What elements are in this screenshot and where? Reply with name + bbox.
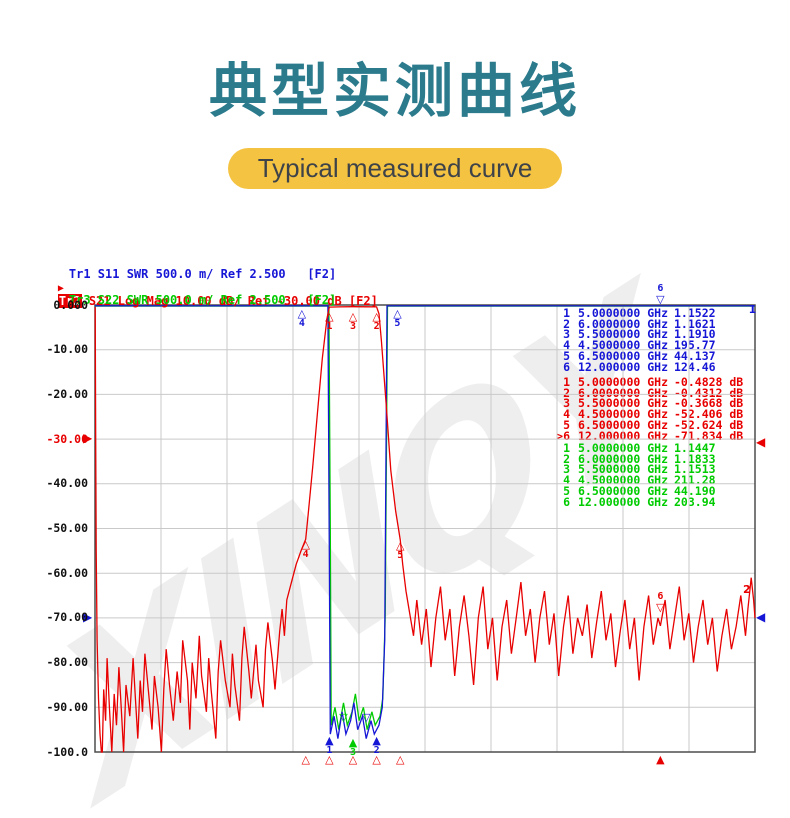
trace1-legend[interactable]: Tr1 S11 SWR 500.0 m/ Ref 2.500 [F2] — [40, 256, 336, 292]
stimulus-marker-icon: △ — [396, 753, 405, 766]
y-axis-label: -10.00 — [46, 342, 88, 357]
marker-number: 1 — [326, 745, 333, 756]
marker-triangle-icon: ▲ — [372, 734, 381, 748]
marker-triangle-icon: ▽ — [339, 710, 348, 724]
reference-level-arrow-icon: ▶ — [83, 609, 93, 624]
subtitle-badge: Typical measured curve — [227, 148, 563, 189]
stimulus-marker-icon: △ — [372, 753, 381, 766]
marker-triangle-icon: △ — [393, 306, 402, 320]
trace-tr1 — [95, 305, 755, 739]
trace-edge-number: 2 — [742, 582, 751, 596]
reference-level-arrow-icon: ◀ — [756, 609, 766, 624]
marker-number: 2 — [373, 745, 380, 757]
marker-triangle-icon: ▲ — [348, 735, 358, 749]
trace-edge-number: 1 — [748, 302, 757, 316]
y-axis-label: -30.00 — [46, 431, 88, 446]
trace-tr2 — [94, 306, 756, 753]
marker-triangle-icon: △ — [348, 309, 358, 323]
marker-triangle-icon: △ — [297, 306, 307, 320]
marker-number: 2 — [373, 320, 380, 332]
active-trace-arrow-icon: ▶ — [57, 283, 64, 294]
marker-triangle-icon: ▽ — [362, 710, 371, 724]
marker-triangle-icon: ▽ — [656, 293, 665, 306]
y-axis-label: -80.00 — [46, 655, 88, 670]
trace2-legend-text: S21 Log Mag 10.00 dB/ Ref -30.00 dB [F2] — [81, 294, 378, 308]
y-axis-label: -50.00 — [46, 521, 88, 535]
y-axis-label: -60.00 — [46, 565, 88, 580]
y-axis-label: -70.00 — [46, 610, 88, 625]
marker-triangle-icon: △ — [301, 538, 310, 552]
marker-triangle-icon: ▲ — [325, 734, 334, 747]
marker-number: 3 — [349, 320, 356, 332]
stimulus-marker-icon: △ — [301, 753, 310, 766]
y-axis-label: -90.00 — [46, 699, 88, 714]
marker-number: 6 — [657, 591, 664, 603]
stimulus-marker-icon: △ — [348, 753, 358, 766]
marker-number: 5 — [397, 550, 404, 562]
marker-number: 4 — [298, 317, 305, 329]
reference-level-arrow-icon: ▶ — [83, 431, 93, 446]
marker-number: 4 — [302, 549, 309, 561]
y-axis-label: -100.0 — [46, 744, 88, 759]
subtitle-wrap: Typical measured curve — [0, 148, 790, 189]
stimulus-marker-icon: ▲ — [656, 753, 665, 766]
y-axis-label: -40.00 — [46, 476, 88, 491]
marker-number: 1 — [326, 320, 333, 332]
marker-triangle-icon: △ — [325, 309, 334, 323]
plot-frame — [94, 304, 756, 753]
trace2-legend[interactable]: ▶ Tr2 S21 Log Mag 10.00 dB/ Ref -30.00 d… — [29, 269, 378, 319]
stimulus-marker-icon: △ — [325, 753, 334, 766]
marker-triangle-icon: △ — [372, 309, 381, 323]
marker-triangle-icon: ▽ — [656, 601, 665, 615]
trace1-legend-text: Tr1 S11 SWR 500.0 m/ Ref 2.500 [F2] — [68, 267, 337, 281]
y-axis-label: 0.000 — [53, 297, 88, 312]
y-axis-label: -20.00 — [46, 386, 88, 401]
trace3-legend[interactable]: Tr3 S22 SWR 500.0 m/ Ref 2.500 [F2] — [40, 282, 336, 318]
marker-triangle-icon: △ — [396, 539, 405, 553]
trace2-legend-badge: Tr2 — [57, 294, 82, 308]
page-title: 典型实测曲线 — [208, 59, 581, 124]
trace3-legend-text: Tr3 S22 SWR 500.0 m/ Ref 2.500 [F2] — [68, 293, 337, 307]
marker-number: 6 — [657, 283, 664, 294]
reference-level-arrow-icon: ◀ — [756, 434, 766, 449]
marker-number: 3 — [349, 746, 356, 758]
marker-number: 5 — [394, 317, 401, 329]
